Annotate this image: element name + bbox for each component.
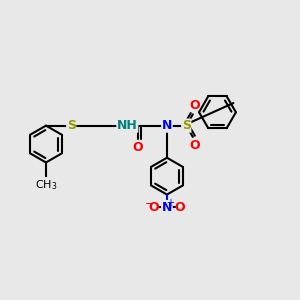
Text: NH: NH xyxy=(117,119,138,132)
Text: O: O xyxy=(133,141,143,154)
Text: O: O xyxy=(189,99,200,112)
Text: −: − xyxy=(144,199,154,208)
Text: O: O xyxy=(189,139,200,152)
Text: CH$_3$: CH$_3$ xyxy=(35,178,57,192)
Text: S: S xyxy=(182,119,191,132)
Text: O: O xyxy=(174,201,185,214)
Text: N: N xyxy=(162,119,172,132)
Text: S: S xyxy=(67,119,76,132)
Text: +: + xyxy=(167,198,175,208)
Text: O: O xyxy=(149,201,160,214)
Text: N: N xyxy=(162,201,172,214)
